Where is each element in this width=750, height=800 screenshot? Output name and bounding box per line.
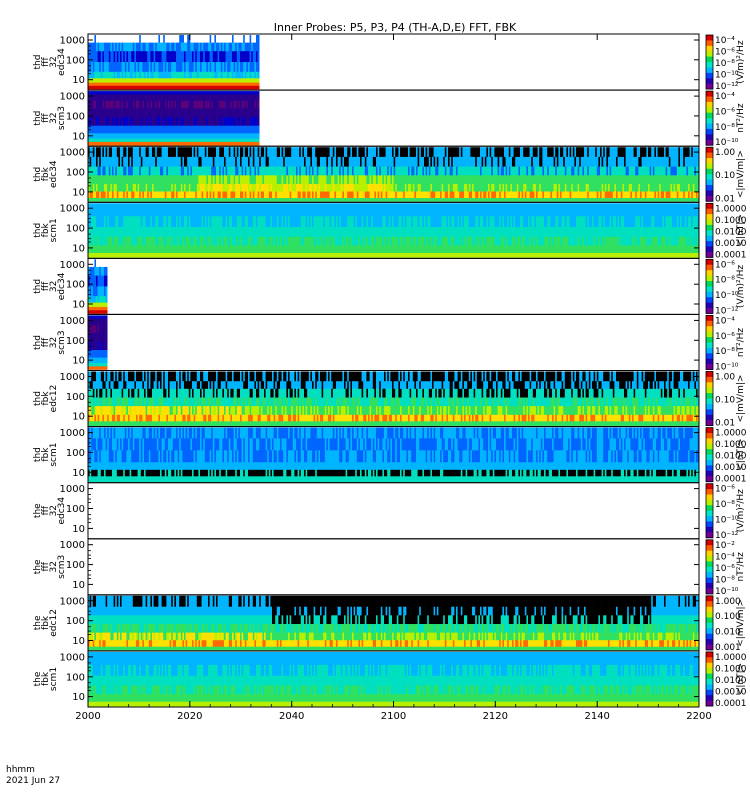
colorbar-tick-label: 10⁻⁶ <box>715 48 735 58</box>
colorbar-tick-label: 10⁻⁸ <box>715 123 735 133</box>
y-tick-label: 100 <box>66 111 85 122</box>
chart-title: Inner Probes: P5, P3, P4 (TH-A,D,E) FFT,… <box>274 21 517 34</box>
spectrogram-cell <box>258 94 260 101</box>
colorbar-segment <box>706 140 713 146</box>
colorbar-tick-label: 10⁻⁶ <box>715 107 735 117</box>
colorbar-unit-label: (V/m)²/Hz <box>736 40 746 83</box>
y-tick-label: 10 <box>72 75 85 86</box>
y-tick-label: 100 <box>66 55 85 66</box>
colorbar-segment <box>706 51 713 57</box>
spectrogram-cell <box>258 62 260 72</box>
spectrogram-cell <box>258 126 260 134</box>
panels-layer: 100010010thdfff32edc3410⁻⁴10⁻⁶10⁻⁸10⁻¹⁰1… <box>33 34 747 709</box>
colorbar-segment <box>706 35 713 41</box>
spectrogram-cell <box>258 117 260 126</box>
colorbar-segment <box>706 40 713 46</box>
y-tick-label: 1000 <box>60 92 85 103</box>
colorbar-segment <box>706 73 713 79</box>
colorbar-segment <box>706 91 713 97</box>
panel-label-line: scm3 <box>57 106 67 130</box>
spectrogram-cell <box>258 142 260 146</box>
colorbar-tick-label: 10⁻¹⁰ <box>715 138 739 148</box>
colorbar-segment <box>706 118 713 124</box>
colorbar-segment <box>706 102 713 108</box>
colorbar-segment <box>706 68 713 74</box>
colorbar-tick-label: 10⁻⁴ <box>715 36 735 46</box>
colorbar-unit-label: nT²/Hz <box>736 103 746 133</box>
colorbar-segment <box>706 124 713 130</box>
spectrogram-cell <box>258 139 260 143</box>
colorbar-segment <box>706 78 713 84</box>
spectrogram-cell <box>258 51 260 62</box>
spectrogram-cell <box>258 43 260 52</box>
panel-2: 100010010thdfff32scm310⁻⁴10⁻⁶10⁻⁸10⁻¹⁰nT… <box>33 90 746 148</box>
colorbar-segment <box>706 134 713 140</box>
spectrogram-cell <box>258 108 260 117</box>
colorbar-segment <box>706 97 713 103</box>
spectrogram-cell <box>258 78 260 83</box>
colorbar-segment <box>706 62 713 68</box>
colorbar-segment <box>706 57 713 63</box>
colorbar: 10⁻⁴ 10⁻⁶ 10⁻⁸ 10⁻¹⁰ nT²/Hz <box>706 91 746 148</box>
panel-1: 100010010thdfff32edc3410⁻⁴10⁻⁶10⁻⁸10⁻¹⁰1… <box>33 34 746 92</box>
colorbar-segment <box>706 84 713 90</box>
colorbar-segment <box>706 113 713 119</box>
spectrogram-cell <box>258 101 260 109</box>
spectrogram-cell <box>258 86 260 90</box>
spectrogram-column <box>258 35 260 89</box>
spectrogram-cell <box>258 91 260 95</box>
y-tick-label: 1000 <box>60 36 85 47</box>
panel-label-line: edc34 <box>57 48 67 76</box>
colorbar-segment <box>706 107 713 113</box>
spectrogram-cell <box>258 72 260 79</box>
spectrogram-cell <box>258 133 260 139</box>
colorbar-segment <box>706 129 713 135</box>
colorbar-segment <box>706 46 713 52</box>
colorbar-tick-label: 10⁻⁸ <box>715 59 735 69</box>
colorbar-tick-label: 10⁻⁴ <box>715 92 735 102</box>
spectrogram-cell <box>258 35 260 43</box>
spectrogram-cell <box>258 83 260 87</box>
panel-3: 100010010thdfbkedc341.000.100.01<|mV/m|> <box>33 146 746 204</box>
y-tick-label: 10 <box>72 131 85 142</box>
spectrogram-column <box>258 91 260 145</box>
